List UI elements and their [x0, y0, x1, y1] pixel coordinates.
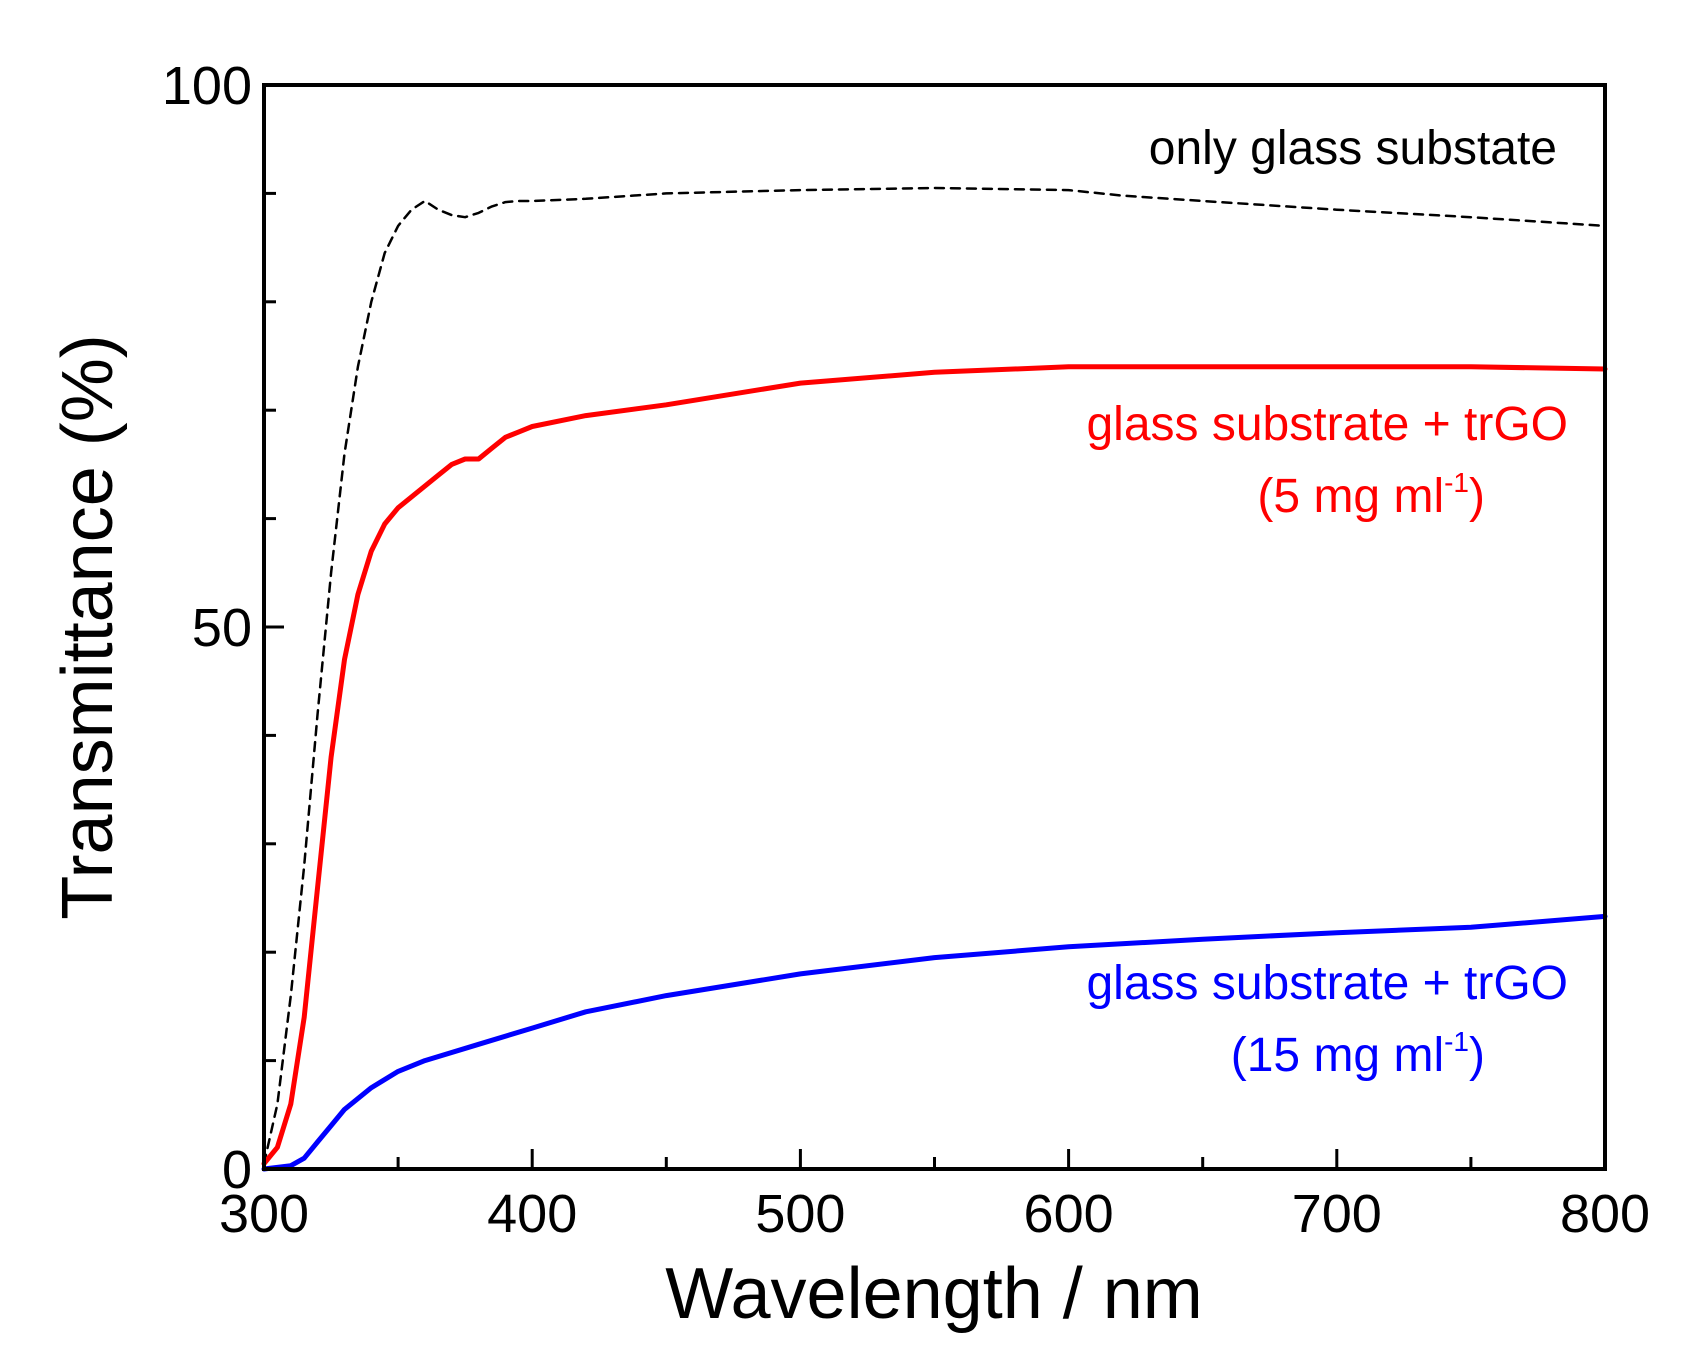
series-layer	[261, 186, 1608, 1172]
annotation-trgo-5-sup: -1	[1444, 467, 1469, 498]
y-tick-label: 0	[222, 1140, 252, 1200]
annotation-trgo-15-conc: (15 mg ml	[1231, 1029, 1444, 1082]
x-tick-label: 300	[219, 1184, 309, 1244]
y-tick-label: 50	[192, 598, 252, 658]
x-tick-label: 500	[755, 1184, 845, 1244]
annotation-only-glass: only glass substate	[1149, 122, 1557, 175]
annotation-trgo-5-line1: glass substrate + trGO	[1086, 398, 1568, 451]
tick-label-layer: 300 400 500 600 700 800 0 50 100	[162, 56, 1650, 1244]
x-tick-label: 400	[487, 1184, 577, 1244]
annotation-trgo-15-line2: (15 mg ml-1)	[1231, 1026, 1485, 1082]
series-line-2	[261, 913, 1608, 1172]
x-tick-label: 700	[1292, 1184, 1382, 1244]
x-tick-label: 800	[1560, 1184, 1650, 1244]
annotation-trgo-5-conc: (5 mg ml	[1257, 470, 1444, 523]
annotation-trgo-15-sup: -1	[1444, 1026, 1469, 1057]
annotation-trgo-5-line2: (5 mg ml-1)	[1257, 467, 1485, 523]
tick-layer	[262, 83, 1607, 1171]
y-tick-label: 100	[162, 56, 252, 116]
annotation-trgo-5-close: )	[1469, 470, 1485, 523]
annotation-trgo-15-close: )	[1469, 1029, 1485, 1082]
y-axis-title: Transmittance (%)	[48, 334, 128, 919]
x-axis-title: Wavelength / nm	[665, 1254, 1203, 1334]
annotation-trgo-15-line1: glass substrate + trGO	[1086, 957, 1568, 1010]
series-line-0	[262, 186, 1607, 1165]
series-line-1	[261, 364, 1608, 1167]
x-tick-label: 600	[1024, 1184, 1114, 1244]
